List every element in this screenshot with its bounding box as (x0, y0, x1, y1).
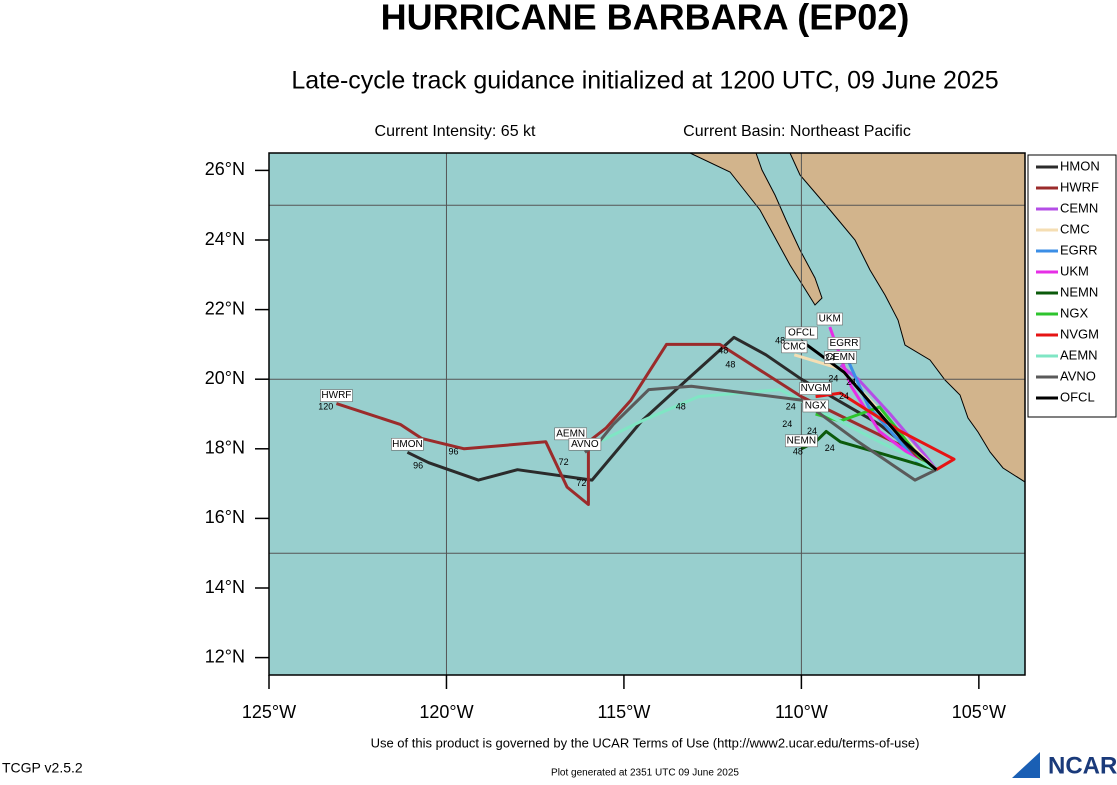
legend: HMON HWRF CEMN CMC EGRR UKM NEMN NGX NVGM AEMN AVN… (1027, 154, 1117, 418)
grid (269, 153, 1025, 675)
track-label-box (802, 399, 829, 413)
track-label: EGRR (830, 338, 859, 349)
logo: NCAR (1048, 752, 1117, 779)
hour-label: 48 (725, 360, 735, 370)
track-label-box (824, 350, 857, 364)
track-label-box (785, 326, 818, 340)
hour-label: 24 (825, 353, 835, 363)
legend-label: AEMN (1060, 347, 1098, 362)
y-tick-label: 24°N (205, 229, 245, 249)
track-label-box (320, 389, 353, 402)
terms: Use of this product is governed by the U… (371, 735, 920, 750)
y-tick-label: 26°N (205, 159, 245, 179)
legend-label: UKM (1060, 263, 1089, 278)
x-tick-label: 105°W (952, 702, 1006, 722)
track-label: CEMN (826, 352, 855, 363)
x-tick-label: 110°W (775, 702, 828, 722)
track-label: NVGM (801, 383, 831, 394)
hour-label: 96 (449, 447, 459, 457)
hour-label: 96 (413, 461, 423, 471)
legend-label: HWRF (1060, 179, 1099, 194)
track-label-box (827, 337, 861, 350)
y-tick-label: 16°N (205, 507, 245, 527)
baja-california (689, 153, 823, 306)
hour-label: 48 (793, 447, 803, 457)
track-label: NEMN (787, 435, 816, 446)
plot-frame (268, 152, 1026, 676)
track-label: HMON (392, 439, 423, 450)
legend-label: AVNO (1060, 368, 1096, 383)
generated: Plot generated at 2351 UTC 09 June 2025 (551, 768, 739, 779)
hour-label: 48 (718, 346, 728, 356)
hour-label: 72 (576, 478, 586, 488)
track-label: AEMN (556, 428, 585, 439)
land (689, 153, 1025, 483)
track-label-box (799, 382, 832, 395)
x-tick-label: 120°W (419, 702, 473, 722)
track (800, 339, 938, 471)
mexico-mainland (789, 153, 1025, 483)
legend-label: EGRR (1060, 242, 1098, 257)
track-label-box (781, 340, 808, 354)
hour-label: 120 (318, 401, 333, 411)
hour-label: 24 (782, 419, 792, 429)
tracks: HMON HWRF CEMN CMC EGRR UKM NEMN NGX NVGM AEMNAVN… (318, 312, 956, 506)
legend-label: HMON (1060, 158, 1100, 173)
hour-label: 24 (846, 377, 856, 387)
y-tick-label: 12°N (205, 646, 245, 666)
track-label: OFCL (788, 328, 815, 339)
version: TCGP v2.5.2 (2, 760, 83, 776)
legend-box (1027, 154, 1117, 418)
chart-subtitle: Late-cycle track guidance initialized at… (291, 67, 998, 95)
hour-label: 24 (807, 426, 817, 436)
x-tick-label: 125°W (242, 702, 296, 722)
chart-title: HURRICANE BARBARA (EP02) (381, 0, 910, 38)
legend-label: NVGM (1060, 326, 1099, 341)
x-tick-label: 115°W (597, 702, 650, 722)
hour-label: 48 (775, 335, 785, 345)
track (584, 384, 937, 482)
track-label: AVNO (571, 439, 599, 450)
hour-label: 24 (786, 401, 796, 411)
basin: Current Basin: Northeast Pacific (683, 123, 911, 140)
track-label: HWRF (321, 390, 351, 401)
hour-label: 24 (828, 374, 838, 384)
legend-label: CMC (1060, 221, 1090, 236)
intensity: Current Intensity: 65 kt (375, 123, 537, 140)
track-label-box (391, 437, 424, 451)
track-label: NGX (805, 401, 827, 412)
hour-label: 24 (825, 443, 835, 453)
legend-label: NEMN (1060, 284, 1098, 299)
track-label: UKM (819, 314, 841, 325)
track-label-box (785, 434, 818, 448)
y-tick-label: 22°N (205, 298, 245, 318)
track-label: CMC (783, 341, 806, 352)
y-tick-label: 14°N (205, 577, 245, 597)
y-tick-label: 18°N (205, 438, 245, 458)
legend-label: NGX (1060, 305, 1089, 320)
track-label-box (816, 312, 843, 326)
legend-label: CEMN (1060, 200, 1098, 215)
hour-label: 48 (676, 401, 686, 411)
hour-label: 24 (839, 391, 849, 401)
legend-label: OFCL (1060, 389, 1095, 404)
track-label-box (568, 437, 602, 451)
track (815, 391, 956, 471)
hour-label: 72 (559, 457, 569, 467)
y-tick-label: 20°N (205, 368, 245, 388)
logo-mark (1012, 752, 1040, 778)
track (839, 364, 938, 471)
